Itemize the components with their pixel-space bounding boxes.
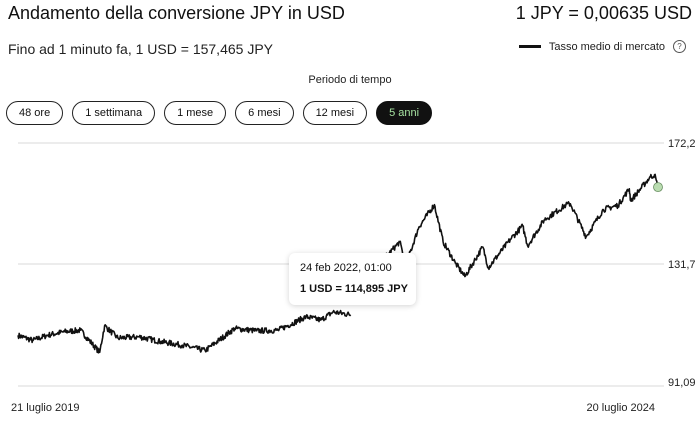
series-end-point	[653, 182, 663, 192]
y-tick-label-top: 172,2	[668, 138, 696, 150]
period-tabs: 48 ore 1 settimana 1 mese 6 mesi 12 mesi…	[6, 101, 433, 125]
tab-5-anni[interactable]: 5 anni	[376, 101, 433, 125]
line-chart[interactable]: 172,2 131,7 91,09 21 luglio 2019 20 lugl…	[0, 130, 700, 430]
page-title: Andamento della conversione JPY in USD	[8, 3, 345, 23]
legend-label: Tasso medio di mercato	[548, 40, 665, 53]
tab-6-mesi[interactable]: 6 mesi	[235, 101, 294, 125]
y-tick-label-bottom: 91,09	[668, 377, 696, 389]
series-line-segment-2	[361, 173, 659, 289]
tooltip-date: 24 feb 2022, 01:00	[300, 262, 392, 274]
tab-12-mesi[interactable]: 12 mesi	[302, 101, 368, 125]
series-group	[17, 173, 663, 354]
chart-tooltip: 24 feb 2022, 01:00 1 USD = 114,895 JPY	[289, 253, 416, 305]
conversion-rate: 1 JPY = 0,00635 USD	[515, 3, 692, 23]
tooltip-value: 1 USD = 114,895 JPY	[300, 283, 408, 295]
x-tick-label-start: 21 luglio 2019	[11, 402, 80, 414]
chart-legend: Tasso medio di mercato ?	[518, 40, 686, 53]
tab-48-ore[interactable]: 48 ore	[6, 101, 64, 125]
series-line-segment-1	[17, 309, 352, 354]
tab-1-settimana[interactable]: 1 settimana	[72, 101, 156, 125]
legend-line-swatch	[518, 45, 541, 48]
tab-1-mese[interactable]: 1 mese	[164, 101, 227, 125]
rate-subtitle: Fino ad 1 minuto fa, 1 USD = 157,465 JPY	[8, 41, 273, 57]
info-icon[interactable]: ?	[673, 40, 686, 53]
y-tick-label-mid: 131,7	[668, 259, 696, 271]
period-label: Periodo di tempo	[308, 74, 392, 86]
x-tick-label-end: 20 luglio 2024	[586, 402, 655, 414]
